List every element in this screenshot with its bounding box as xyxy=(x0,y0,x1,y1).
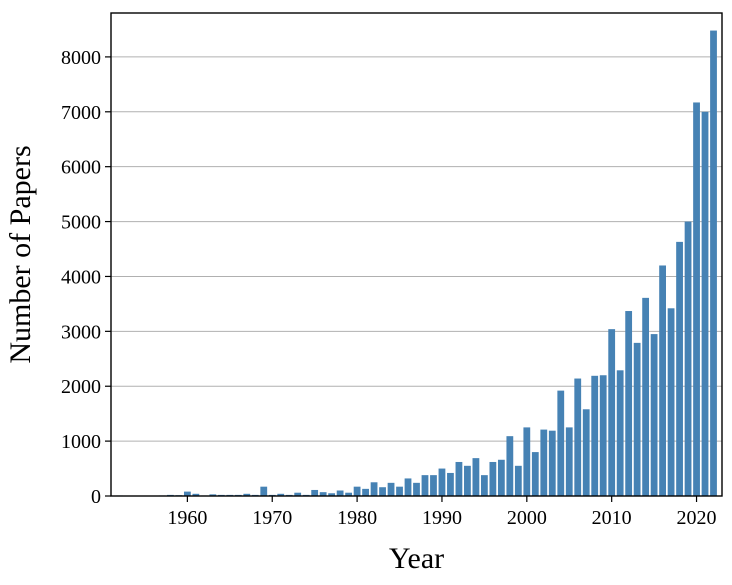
bar xyxy=(430,475,437,496)
y-tick-label: 6000 xyxy=(61,157,101,179)
bar-series xyxy=(116,30,717,497)
bar xyxy=(192,493,200,496)
bar xyxy=(574,378,582,496)
y-tick-label: 4000 xyxy=(61,266,101,288)
bar xyxy=(438,468,446,496)
bar xyxy=(472,458,480,496)
bar xyxy=(540,429,548,496)
bar xyxy=(260,486,268,496)
bar xyxy=(353,486,361,496)
bar xyxy=(209,494,217,496)
x-tick-label: 2000 xyxy=(507,507,547,529)
bar xyxy=(447,472,454,496)
y-tick-label: 7000 xyxy=(61,102,101,124)
x-tick-label: 1960 xyxy=(167,507,207,529)
y-tick-label: 3000 xyxy=(61,321,101,343)
y-tick-label: 5000 xyxy=(61,212,101,234)
x-axis: 1960 1970 1980 1990 2000 2010 2020 xyxy=(167,496,717,529)
x-tick-label: 1990 xyxy=(422,507,462,529)
bar xyxy=(277,493,285,496)
bar xyxy=(387,482,395,496)
y-tick-label: 1000 xyxy=(61,431,101,453)
bar xyxy=(633,342,641,496)
bar xyxy=(183,491,191,496)
bar xyxy=(345,492,353,496)
bar xyxy=(565,427,573,496)
bar xyxy=(659,265,666,496)
bar xyxy=(294,492,302,496)
x-tick-label: 2020 xyxy=(677,507,717,529)
bar xyxy=(616,370,624,496)
bar xyxy=(693,102,700,497)
bar xyxy=(506,436,514,496)
bar xyxy=(243,493,251,496)
bar xyxy=(497,459,505,496)
bar xyxy=(667,308,675,496)
y-tick-label: 0 xyxy=(91,486,101,508)
bar xyxy=(328,493,336,496)
x-tick-label: 1980 xyxy=(337,507,377,529)
bar xyxy=(676,241,683,496)
bar xyxy=(701,111,709,497)
x-tick-label: 2010 xyxy=(592,507,632,529)
bar xyxy=(413,482,420,496)
bar xyxy=(591,375,599,496)
bar xyxy=(379,487,386,496)
bar xyxy=(480,475,488,496)
bar xyxy=(582,409,590,496)
bar xyxy=(455,461,463,496)
y-tick-label: 8000 xyxy=(61,47,101,69)
bar xyxy=(599,375,607,496)
bar xyxy=(362,488,369,496)
x-tick-label: 1970 xyxy=(252,507,292,529)
bar xyxy=(514,465,522,496)
bar xyxy=(370,482,378,496)
bar xyxy=(710,30,717,497)
y-tick-label: 2000 xyxy=(61,376,101,398)
bar xyxy=(464,465,471,496)
y-axis: 0 1000 2000 3000 4000 5000 6000 7000 8000 xyxy=(61,47,111,508)
bar xyxy=(650,334,658,496)
bar xyxy=(319,492,327,496)
bar xyxy=(421,475,429,496)
bar xyxy=(531,452,539,496)
bar xyxy=(625,311,633,496)
bar xyxy=(548,430,556,496)
x-axis-title: Year xyxy=(389,542,444,575)
bar xyxy=(396,486,403,496)
plot-frame xyxy=(110,12,723,497)
bar xyxy=(336,490,344,496)
bar xyxy=(404,478,412,496)
y-gridlines xyxy=(111,56,722,497)
bar xyxy=(489,461,497,496)
bar xyxy=(608,329,616,496)
bar xyxy=(557,390,565,496)
y-axis-title: Number of Papers xyxy=(4,145,37,363)
bar xyxy=(642,297,650,496)
bar xyxy=(523,427,531,496)
bar xyxy=(311,489,319,496)
bar xyxy=(684,221,692,496)
